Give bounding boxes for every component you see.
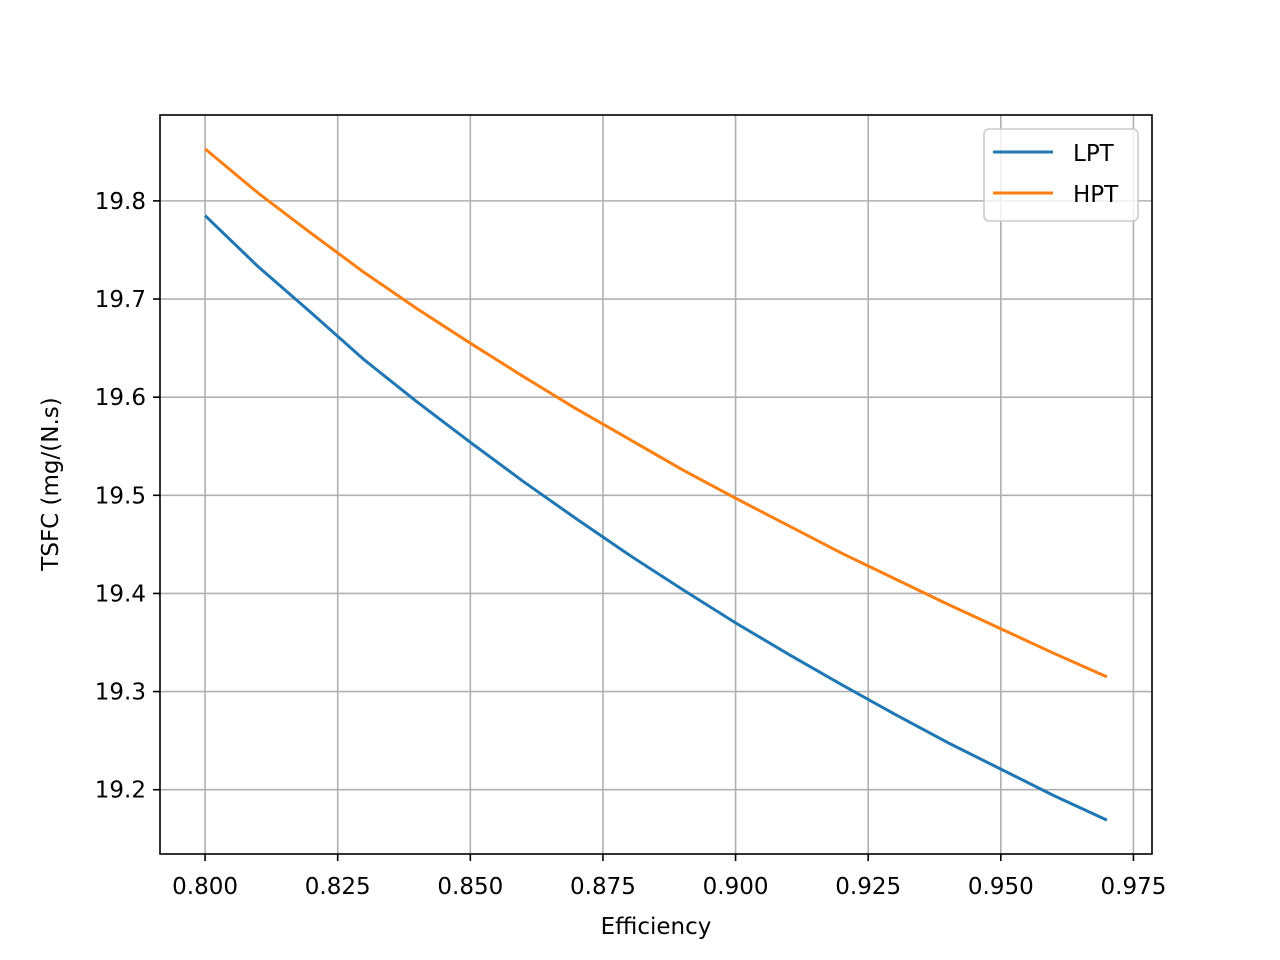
series-line-hpt — [204, 147, 1108, 679]
legend: LPT HPT — [983, 128, 1139, 222]
x-tick-label: 0.950 — [968, 874, 1034, 900]
x-tick-label: 0.850 — [437, 874, 503, 900]
y-tick-label: 19.8 — [95, 189, 146, 215]
y-tick-label: 19.3 — [95, 680, 146, 706]
x-axis-label: Efficiency — [601, 914, 712, 940]
y-axis-label: TSFC (mg/(N.s) — [38, 397, 64, 571]
series-line-lpt — [204, 214, 1108, 822]
series-lines — [204, 147, 1108, 822]
x-tick-label: 0.900 — [703, 874, 769, 900]
x-tick-label: 0.800 — [172, 874, 238, 900]
x-axis-ticks: 0.800 0.825 0.850 0.875 0.900 0.925 0.950 0.975 — [172, 854, 1166, 900]
y-tick-label: 19.2 — [95, 778, 146, 804]
x-tick-label: 0.825 — [305, 874, 371, 900]
grid-lines — [160, 115, 1152, 854]
plot-frame — [159, 114, 1153, 855]
y-tick-label: 19.4 — [95, 581, 146, 607]
y-tick-label: 19.7 — [95, 287, 146, 313]
x-tick-label: 0.975 — [1101, 874, 1167, 900]
y-tick-label: 19.5 — [95, 483, 146, 509]
x-tick-label: 0.875 — [570, 874, 636, 900]
y-axis-ticks: 19.2 19.3 19.4 19.5 19.6 19.7 19.8 — [95, 189, 160, 804]
x-tick-label: 0.925 — [835, 874, 901, 900]
legend-label-lpt: LPT — [1073, 141, 1115, 167]
y-tick-label: 19.6 — [95, 385, 146, 411]
legend-label-hpt: HPT — [1073, 182, 1119, 208]
